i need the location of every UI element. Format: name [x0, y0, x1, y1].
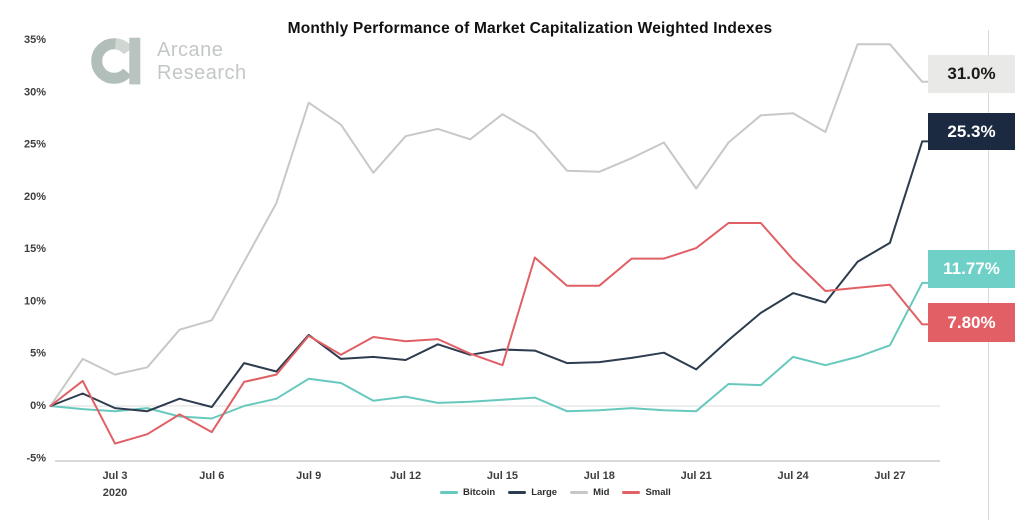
- logo-wordmark: Arcane Research: [157, 39, 247, 85]
- series-line-mid: [49, 43, 929, 407]
- x-axis-tick: Jul 6: [199, 470, 224, 482]
- y-axis-tick: 30%: [24, 86, 46, 98]
- x-axis-tick: Jul 18: [584, 470, 615, 482]
- x-axis-tick: Jul 15: [487, 470, 518, 482]
- x-axis-tick: Jul 9: [296, 470, 321, 482]
- y-axis-tick: 10%: [24, 295, 46, 307]
- legend-label: Bitcoin: [463, 487, 496, 498]
- y-axis-tick: 35%: [24, 34, 46, 46]
- y-axis-tick: 0%: [30, 400, 46, 412]
- y-axis-tick: 20%: [24, 191, 46, 203]
- y-axis-tick: -5%: [26, 452, 46, 464]
- legend-label: Small: [645, 487, 671, 498]
- chart-title: Monthly Performance of Market Capitaliza…: [287, 20, 773, 37]
- end-label-small: 7.80%: [928, 303, 1015, 342]
- x-axis-tick: Jul 27: [874, 470, 905, 482]
- series-line-large: [49, 140, 929, 413]
- legend-item-bitcoin[interactable]: Bitcoin: [440, 487, 495, 498]
- logo-line2: Research: [157, 62, 247, 84]
- x-axis-tick: Jul 24: [777, 470, 809, 482]
- series-line-bitcoin: [49, 281, 929, 420]
- end-label-large: 25.3%: [928, 113, 1015, 150]
- legend-label: Mid: [593, 487, 610, 498]
- x-axis-tick: Jul 12: [390, 470, 421, 482]
- x-axis-tick: Jul 3: [102, 470, 127, 482]
- arcane-logo-icon: [91, 37, 141, 85]
- legend-item-small[interactable]: Small: [622, 487, 671, 498]
- x-axis-tick: Jul 21: [681, 470, 712, 482]
- legend-label: Large: [531, 487, 558, 498]
- chart-legend: Bitcoin Large Mid Small: [440, 487, 671, 498]
- y-axis-tick: 15%: [24, 243, 46, 255]
- logo-line1: Arcane: [157, 39, 224, 61]
- series-line-small: [49, 222, 929, 445]
- y-axis-tick: 25%: [24, 139, 46, 151]
- legend-item-large[interactable]: Large: [508, 487, 557, 498]
- legend-swatch-mid: [570, 491, 589, 494]
- legend-swatch-large: [508, 491, 527, 494]
- x-axis-year-tick: 2020: [103, 487, 127, 499]
- legend-item-mid[interactable]: Mid: [570, 487, 609, 498]
- arcane-research-logo: Arcane Research: [85, 33, 247, 91]
- legend-swatch-small: [622, 491, 641, 494]
- y-axis-tick: 5%: [30, 348, 46, 360]
- end-label-mid: 31.0%: [928, 55, 1015, 93]
- end-label-bitcoin: 11.77%: [928, 250, 1015, 288]
- legend-swatch-bitcoin: [440, 491, 458, 494]
